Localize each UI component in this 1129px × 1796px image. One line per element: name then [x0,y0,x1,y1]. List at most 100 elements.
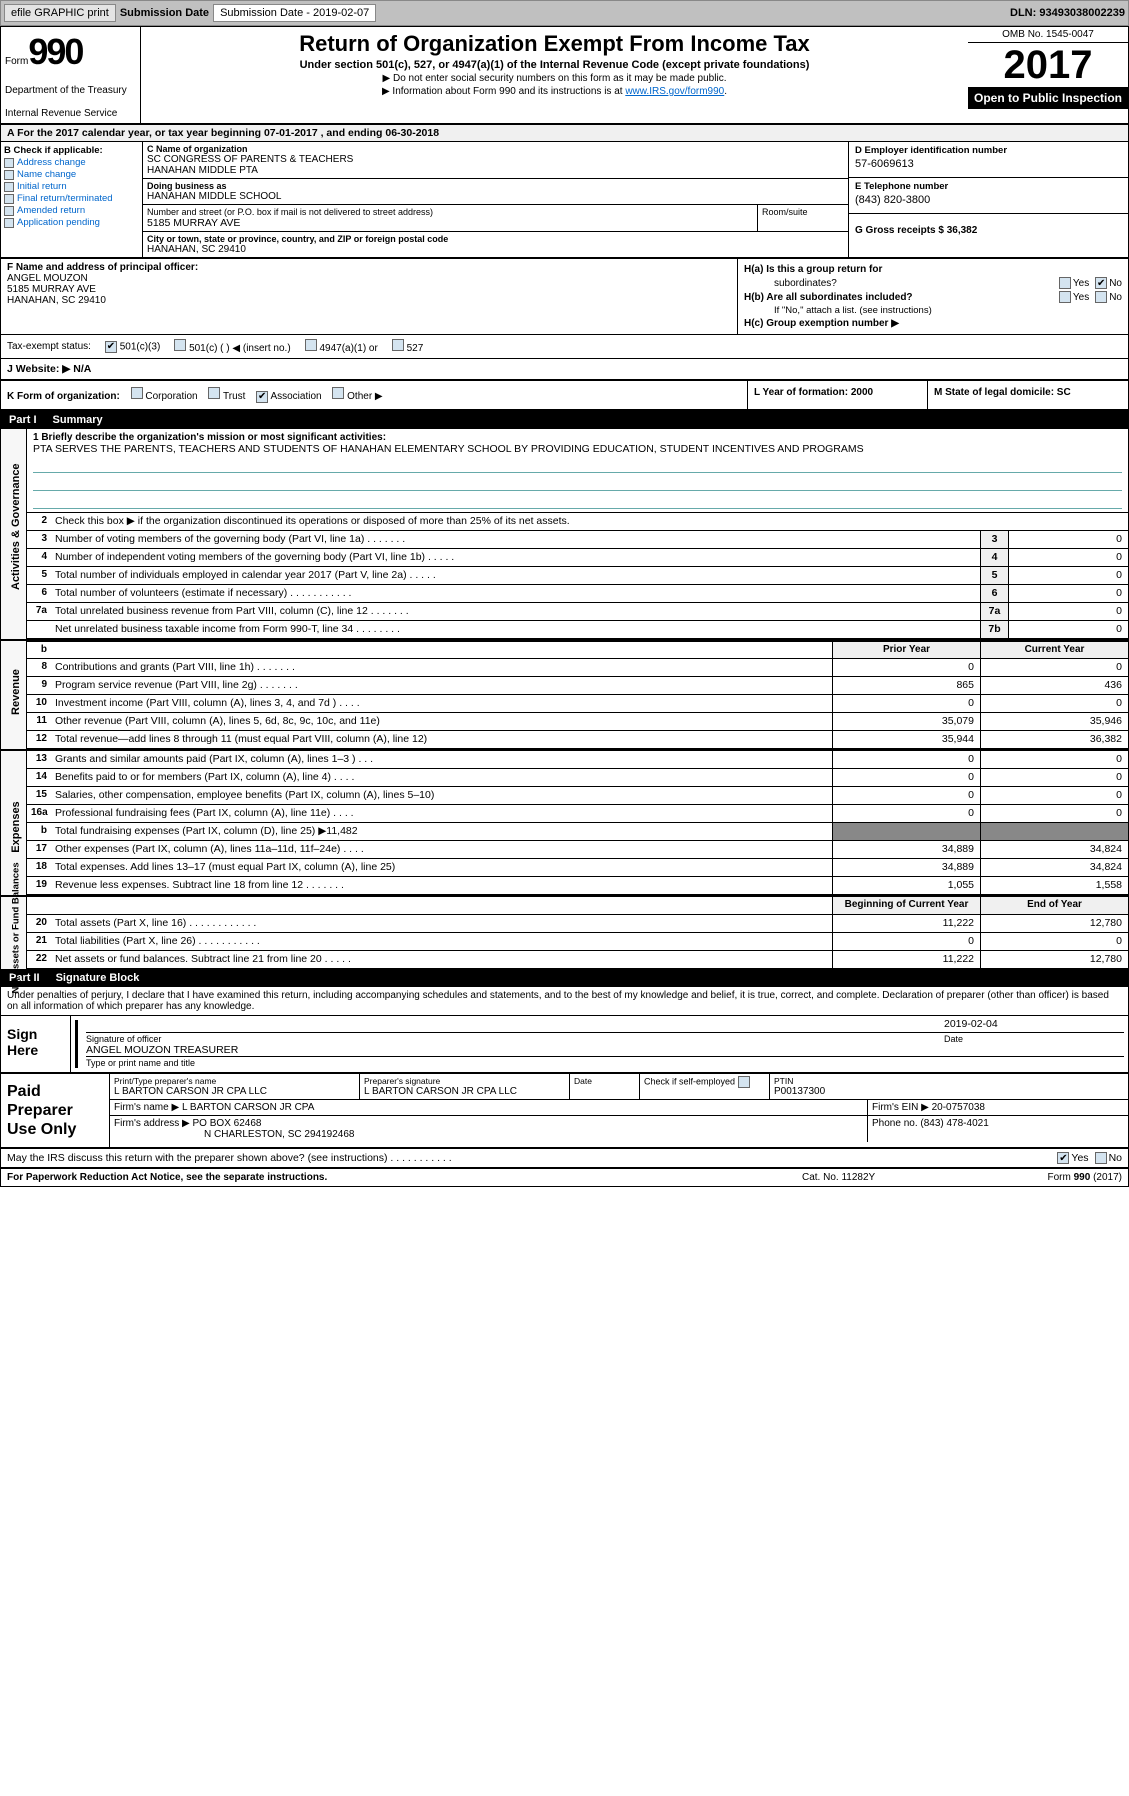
ha-yes-checkbox[interactable] [1059,277,1071,289]
telephone-value: (843) 820-3800 [855,194,1122,206]
city-state-zip: HANAHAN, SC 29410 [147,244,844,255]
firm-name: L BARTON CARSON JR CPA [182,1102,314,1113]
initial-return-checkbox[interactable] [4,182,14,192]
4947-checkbox[interactable] [305,339,317,351]
form-title: Return of Organization Exempt From Incom… [145,31,964,57]
discuss-row: May the IRS discuss this return with the… [1,1149,1128,1169]
ptin-value: P00137300 [774,1086,1124,1097]
summary-line: 10Investment income (Part VIII, column (… [27,695,1128,713]
summary-line: bTotal fundraising expenses (Part IX, co… [27,823,1128,841]
dln-label: DLN: 93493038002239 [1010,7,1125,19]
firm-ein: Firm's EIN ▶ 20-0757038 [868,1100,1128,1115]
summary-line: 8Contributions and grants (Part VIII, li… [27,659,1128,677]
summary-line: 20Total assets (Part X, line 16) . . . .… [27,915,1128,933]
summary-line: 18Total expenses. Add lines 13–17 (must … [27,859,1128,877]
governance-side-label: Activities & Governance [1,429,27,639]
name-change-checkbox[interactable] [4,170,14,180]
summary-line: 15Salaries, other compensation, employee… [27,787,1128,805]
summary-line: 3Number of voting members of the governi… [27,531,1128,549]
state-domicile: M State of legal domicile: SC [934,387,1071,398]
hb-no-checkbox[interactable] [1095,291,1107,303]
website-row: J Website: ▶ N/A [1,359,1128,381]
entity-info-grid: B Check if applicable: Address change Na… [1,142,1128,259]
firm-addr: PO BOX 62468 [193,1118,262,1129]
summary-line: 5Total number of individuals employed in… [27,567,1128,585]
summary-line: 17Other expenses (Part IX, column (A), l… [27,841,1128,859]
officer-title: ANGEL MOUZON TREASURER [86,1044,1124,1056]
preparer-name: L BARTON CARSON JR CPA LLC [114,1086,355,1097]
summary-line: 9Program service revenue (Part VIII, lin… [27,677,1128,695]
street-address: 5185 MURRAY AVE [147,217,753,229]
summary-line: 16aProfessional fundraising fees (Part I… [27,805,1128,823]
irs-link[interactable]: www.IRS.gov/form990 [625,86,724,97]
sign-here-section: Sign Here Signature of officerDate 2019-… [1,1016,1128,1074]
form-subtitle: Under section 501(c), 527, or 4947(a)(1)… [145,59,964,71]
summary-line: 6Total number of volunteers (estimate if… [27,585,1128,603]
discuss-no-checkbox[interactable] [1095,1152,1107,1164]
part1-header: Part ISummary [1,411,1128,429]
preparer-sig: L BARTON CARSON JR CPA LLC [364,1086,565,1097]
sign-date: 2019-02-04 [944,1018,1124,1030]
year-formation: L Year of formation: 2000 [754,387,873,398]
firm-addr2: N CHARLESTON, SC 294192468 [114,1129,863,1140]
address-change-checkbox[interactable] [4,158,14,168]
room-suite: Room/suite [758,205,848,231]
officer-addr: 5185 MURRAY AVE [7,284,731,295]
summary-line: 12Total revenue—add lines 8 through 11 (… [27,731,1128,749]
paid-preparer-section: Paid Preparer Use Only Print/Type prepar… [1,1074,1128,1150]
assoc-checkbox[interactable]: ✔ [256,391,268,403]
gross-receipts: G Gross receipts $ 36,382 [855,225,1122,236]
efile-toolbar: efile GRAPHIC print Submission Date Subm… [0,0,1129,26]
527-checkbox[interactable] [392,339,404,351]
section-de: D Employer identification number 57-6069… [848,142,1128,257]
omb-number: OMB No. 1545-0047 [968,27,1128,43]
end-year-header: End of Year [980,897,1128,914]
netassets-side-label: Net Assets or Fund Balances [1,897,27,969]
part2-header: Part IISignature Block [1,969,1128,987]
klm-row: K Form of organization: Corporation Trus… [1,381,1128,411]
section-b: B Check if applicable: Address change Na… [1,142,143,257]
self-employed-checkbox[interactable] [738,1076,750,1088]
officer-city: HANAHAN, SC 29410 [7,295,731,306]
application-pending-checkbox[interactable] [4,218,14,228]
summary-line: 19Revenue less expenses. Subtract line 1… [27,877,1128,895]
final-return-checkbox[interactable] [4,194,14,204]
penalties-text: Under penalties of perjury, I declare th… [1,987,1128,1016]
department-label: Department of the Treasury [5,85,136,96]
org-name-2: HANAHAN MIDDLE PTA [147,165,844,176]
mission-text: PTA SERVES THE PARENTS, TEACHERS AND STU… [33,443,1122,455]
firm-phone: Phone no. (843) 478-4021 [868,1116,1128,1142]
form-header: Form990 Department of the Treasury Inter… [1,27,1128,125]
website-value: N/A [73,363,91,375]
form-number: 990 [28,31,82,72]
discuss-yes-checkbox[interactable]: ✔ [1057,1152,1069,1164]
privacy-note: ▶ Do not enter social security numbers o… [145,73,964,84]
org-name: SC CONGRESS OF PARENTS & TEACHERS [147,154,844,165]
ha-no-checkbox[interactable]: ✔ [1095,277,1107,289]
ein-value: 57-6069613 [855,158,1122,170]
submission-date-label: Submission Date [120,7,209,19]
page-footer: For Paperwork Reduction Act Notice, see … [1,1169,1128,1186]
501c-checkbox[interactable] [174,339,186,351]
summary-line: 14Benefits paid to or for members (Part … [27,769,1128,787]
officer-name: ANGEL MOUZON [7,273,731,284]
summary-line: 22Net assets or fund balances. Subtract … [27,951,1128,969]
efile-print-button[interactable]: efile GRAPHIC print [4,4,116,22]
hb-yes-checkbox[interactable] [1059,291,1071,303]
amended-return-checkbox[interactable] [4,206,14,216]
begin-year-header: Beginning of Current Year [832,897,980,914]
open-public-badge: Open to Public Inspection [968,87,1128,109]
tax-year: 2017 [968,43,1128,87]
dba-name: HANAHAN MIDDLE SCHOOL [147,191,844,202]
corp-checkbox[interactable] [131,387,143,399]
current-year-header: Current Year [980,642,1128,658]
section-c: C Name of organization SC CONGRESS OF PA… [143,142,848,257]
summary-line: 11Other revenue (Part VIII, column (A), … [27,713,1128,731]
other-checkbox[interactable] [332,387,344,399]
trust-checkbox[interactable] [208,387,220,399]
summary-line: 13Grants and similar amounts paid (Part … [27,751,1128,769]
summary-line: Net unrelated business taxable income fr… [27,621,1128,639]
501c3-checkbox[interactable]: ✔ [105,341,117,353]
revenue-side-label: Revenue [1,641,27,749]
tax-exempt-status: Tax-exempt status: ✔ 501(c)(3) 501(c) ( … [1,335,1128,359]
